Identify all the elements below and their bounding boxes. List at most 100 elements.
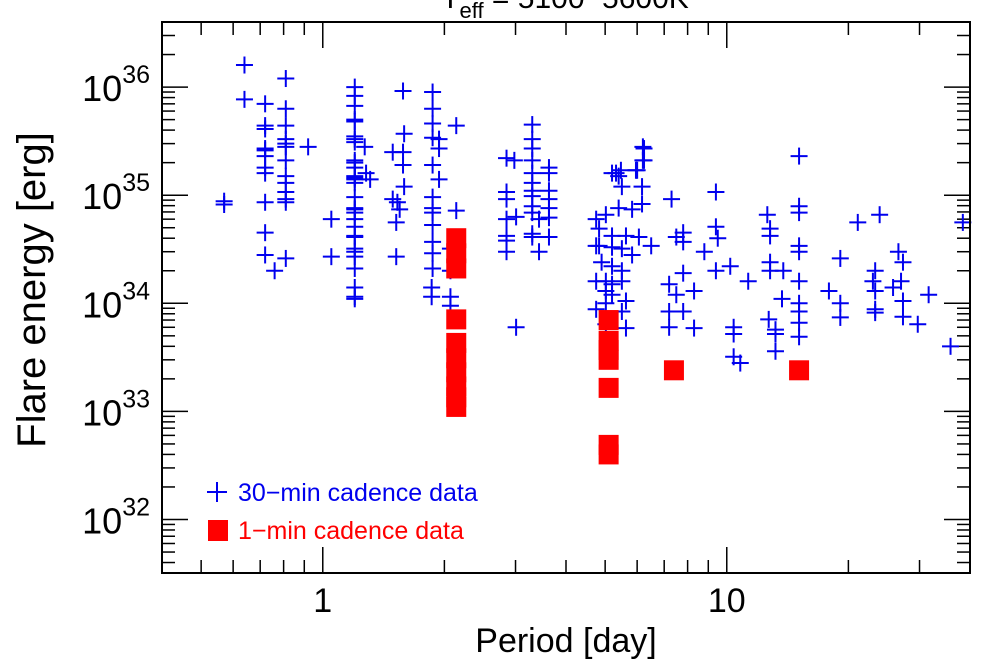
data-point-cross: [617, 319, 635, 337]
data-point-cross: [849, 213, 867, 231]
data-point-cross: [790, 204, 808, 222]
data-point-cross: [590, 237, 608, 255]
chart-title: Teff = 5100−5600K: [441, 0, 689, 23]
data-point-square: [789, 360, 810, 381]
legend-label-1min: 1−min cadence data: [238, 517, 464, 545]
data-point-cross: [540, 164, 558, 182]
data-point-cross: [674, 264, 692, 282]
data-point-cross: [617, 227, 635, 245]
data-point-cross: [424, 115, 442, 133]
data-point-cross: [660, 318, 678, 336]
data-point-cross: [623, 200, 641, 218]
data-point-cross: [424, 100, 442, 118]
data-point-cross: [256, 193, 274, 211]
data-point-cross: [721, 257, 739, 275]
data-point-cross: [831, 249, 849, 267]
data-point-cross: [685, 319, 703, 337]
data-point-cross: [731, 354, 749, 372]
data-point-cross: [820, 282, 838, 300]
data-point-cross: [587, 300, 605, 318]
data-point-cross: [866, 304, 884, 322]
data-point-cross: [709, 229, 727, 247]
y-tick-label-exponent: 33: [122, 385, 150, 413]
data-point-cross: [942, 337, 960, 355]
data-point-cross: [430, 170, 448, 188]
data-point-cross: [235, 56, 253, 74]
data-point-cross: [587, 210, 605, 228]
data-point-square: [446, 332, 467, 353]
data-point-cross: [695, 243, 713, 261]
data-point-square: [446, 228, 467, 249]
data-point-cross: [424, 83, 442, 101]
data-point-cross: [707, 183, 725, 201]
data-point-cross: [603, 238, 621, 256]
data-point-cross: [612, 161, 630, 179]
chart-title-subscript: eff: [460, 0, 485, 23]
data-points: [215, 56, 972, 465]
data-point-cross: [266, 262, 284, 280]
data-point-cross: [395, 178, 413, 196]
data-point-cross: [430, 140, 448, 158]
y-tick-label-exponent: 35: [122, 169, 150, 197]
series-1min-cadence: [446, 228, 810, 465]
series-30min-cadence: [215, 56, 972, 372]
data-point-cross: [395, 125, 413, 143]
data-point-cross: [766, 325, 784, 343]
data-point-square: [598, 377, 619, 398]
data-point-cross: [831, 308, 849, 326]
data-point-cross: [215, 192, 233, 210]
data-point-cross: [447, 117, 465, 135]
data-point-cross: [256, 120, 274, 138]
data-point-cross: [391, 200, 409, 218]
data-point-cross: [277, 70, 295, 88]
data-point-square: [598, 349, 619, 370]
data-point-cross: [603, 257, 621, 275]
y-tick-label-base: 10: [82, 392, 122, 433]
data-point-cross: [894, 292, 912, 310]
data-point-cross: [423, 288, 441, 306]
legend-label-30min: 30−min cadence data: [238, 479, 478, 507]
data-point-cross: [593, 253, 611, 271]
data-point-square: [663, 360, 684, 381]
data-point-cross: [394, 156, 412, 174]
data-point-cross: [424, 259, 442, 277]
data-point-square: [446, 258, 467, 279]
x-tick-label: 10: [708, 582, 746, 620]
y-tick-label: 1032: [82, 494, 150, 542]
data-point-cross: [663, 190, 681, 208]
y-tick-label-exponent: 34: [122, 277, 150, 305]
data-point-square: [598, 444, 619, 465]
data-point-cross: [760, 310, 778, 328]
data-point-cross: [424, 216, 442, 234]
x-axis-label: Period [day]: [475, 622, 656, 660]
data-point-cross: [256, 246, 274, 264]
data-point-cross: [892, 272, 910, 290]
data-point-square: [598, 310, 619, 331]
y-tick-label-exponent: 36: [122, 61, 150, 89]
data-point-cross: [920, 286, 938, 304]
data-point-cross: [523, 228, 541, 246]
data-point-cross: [530, 210, 548, 228]
data-point-square: [446, 309, 467, 330]
data-point-cross: [256, 95, 274, 113]
data-point-cross: [498, 210, 516, 228]
plot-frame: [161, 21, 971, 574]
data-point-cross: [356, 138, 374, 156]
legend-marker-square: [208, 520, 228, 541]
y-tick-label-exponent: 32: [122, 494, 150, 522]
data-point-cross: [346, 259, 364, 277]
data-point-cross: [871, 206, 889, 224]
data-point-cross: [866, 262, 884, 280]
data-point-cross: [256, 164, 274, 182]
data-point-cross: [507, 208, 525, 226]
data-point-cross: [790, 328, 808, 346]
data-point-cross: [739, 272, 757, 290]
axis-ticks: [161, 21, 971, 573]
data-point-cross: [610, 199, 628, 217]
data-point-cross: [299, 138, 317, 156]
data-point-cross: [361, 170, 379, 188]
data-point-cross: [597, 294, 615, 312]
data-point-cross: [894, 308, 912, 326]
data-point-cross: [387, 248, 405, 266]
data-point-cross: [633, 195, 651, 213]
